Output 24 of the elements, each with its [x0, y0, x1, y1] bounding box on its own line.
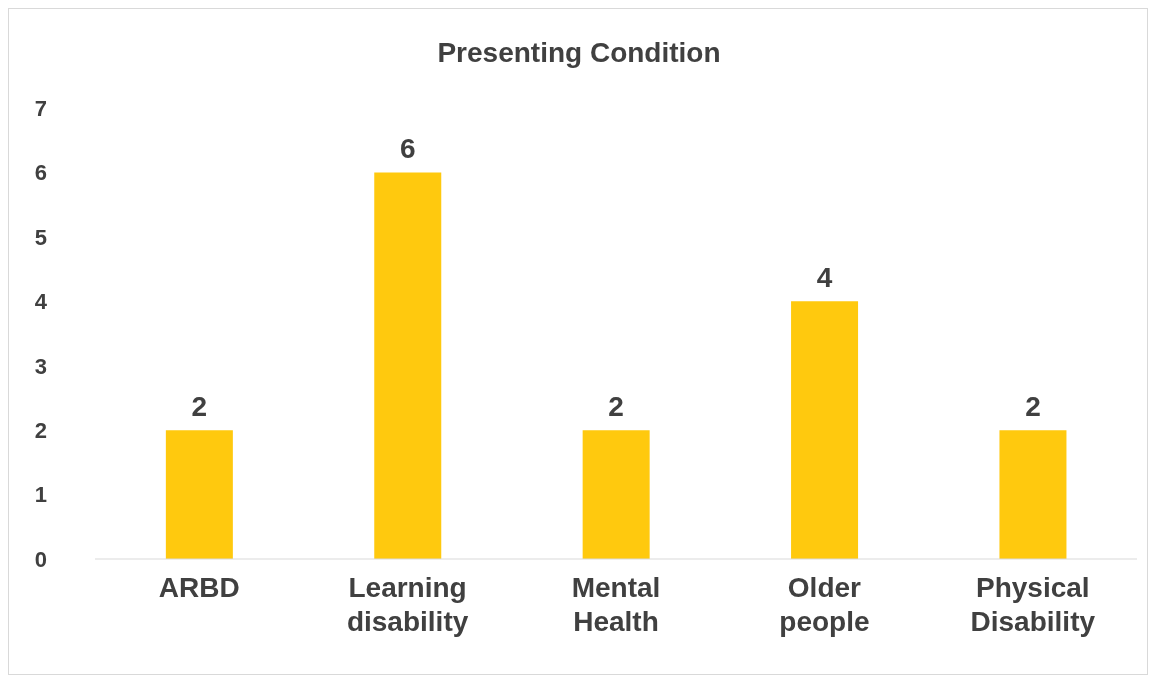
y-tick-label: 2 — [34, 417, 47, 443]
data-label: 6 — [399, 133, 416, 165]
bar — [374, 172, 442, 559]
y-tick-label: 0 — [34, 546, 47, 572]
bar — [165, 430, 233, 559]
y-tick-label: 4 — [34, 289, 48, 315]
chart-title: Presenting Condition — [436, 37, 722, 69]
x-tick-label: Mental Health — [571, 572, 661, 637]
data-label: 4 — [816, 262, 833, 294]
data-label: 2 — [1025, 391, 1041, 423]
bar — [582, 430, 650, 559]
y-tick-label: 7 — [34, 95, 47, 121]
x-tick-label: Physical Disability — [970, 572, 1096, 637]
bar — [999, 430, 1067, 559]
y-tick-label: 6 — [34, 160, 47, 186]
y-tick-label: 1 — [34, 482, 47, 508]
data-label: 2 — [191, 391, 208, 423]
y-tick-label: 5 — [34, 224, 47, 250]
x-tick-label: ARBD — [158, 572, 240, 603]
x-tick-label: Learning disability — [346, 572, 469, 637]
y-tick-label: 3 — [34, 353, 47, 379]
bar — [791, 301, 859, 559]
x-tick-label: Older people — [779, 572, 870, 637]
data-label: 2 — [608, 391, 624, 423]
